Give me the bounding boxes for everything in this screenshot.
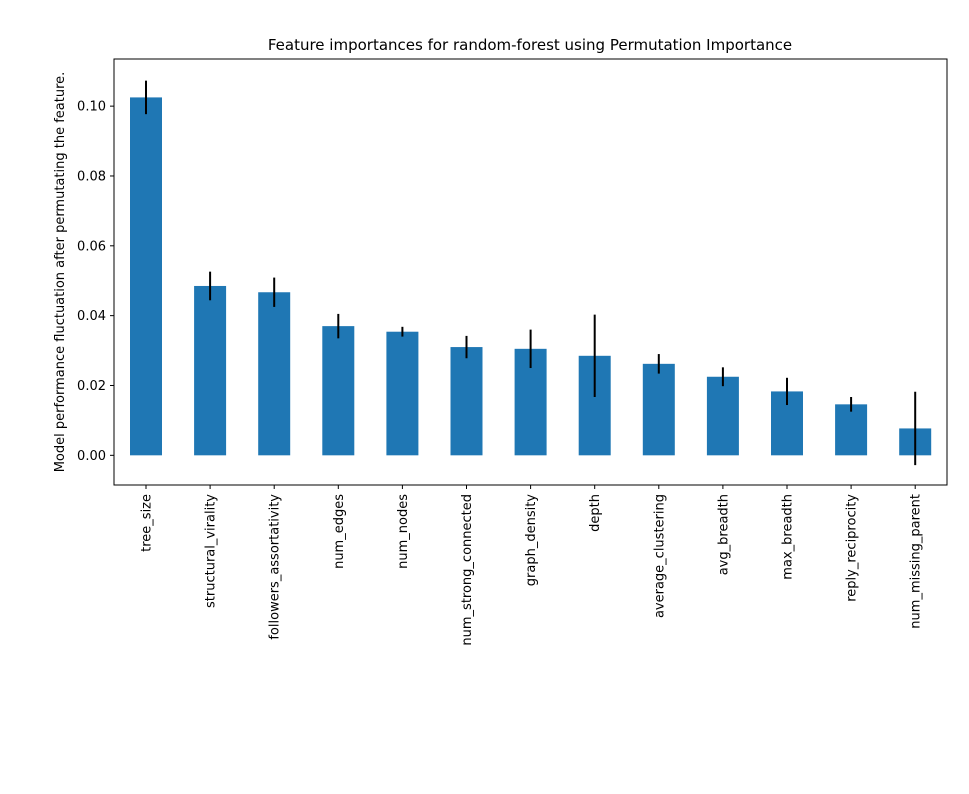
y-tick-label: 0.00: [77, 449, 106, 464]
x-tick-label: avg_breadth: [716, 494, 731, 575]
bar-followers-assortativity: [258, 292, 291, 456]
bar-num-edges: [322, 326, 355, 456]
y-tick-label: 0.02: [77, 379, 106, 394]
y-tick-label: 0.08: [77, 169, 106, 184]
x-tick-label: depth: [588, 494, 603, 532]
y-axis-label: Model performance fluctuation after perm…: [53, 72, 68, 473]
y-tick-label: 0.10: [77, 100, 106, 115]
x-tick-label: structural_virality: [204, 494, 219, 608]
bars-group: [130, 97, 932, 456]
bar-reply-reciprocity: [835, 404, 868, 456]
bar-num-nodes: [386, 331, 419, 456]
bar-tree-size: [130, 97, 162, 456]
x-tick-label: num_nodes: [396, 494, 411, 569]
x-tick-label: reply_reciprocity: [845, 494, 860, 602]
error-bars-group: [145, 80, 917, 466]
x-tick-label: num_edges: [332, 494, 347, 569]
x-tick-label: max_breadth: [781, 494, 796, 580]
x-tick-label: graph_density: [524, 494, 539, 587]
x-tick-label: average_clustering: [652, 494, 667, 618]
x-tick-label: tree_size: [140, 494, 155, 552]
bar-avg-breadth: [706, 376, 739, 456]
x-tick-label: num_strong_connected: [460, 494, 475, 646]
chart-title: Feature importances for random-forest us…: [268, 36, 792, 54]
bar-structural-virality: [194, 285, 227, 456]
plot-frame: [113, 58, 948, 486]
y-ticks-group: 0.00 0.02 0.04 0.06 0.08 0.10: [77, 100, 114, 464]
bar-num-strong-connected: [450, 347, 483, 456]
x-tick-label: num_missing_parent: [909, 494, 924, 629]
bar-average-clustering: [642, 363, 675, 456]
y-tick-label: 0.06: [77, 239, 106, 254]
y-tick-label: 0.04: [77, 309, 106, 324]
x-ticks-group: tree_size structural_virality followers_as…: [140, 485, 924, 646]
x-tick-label: followers_assortativity: [268, 494, 283, 640]
